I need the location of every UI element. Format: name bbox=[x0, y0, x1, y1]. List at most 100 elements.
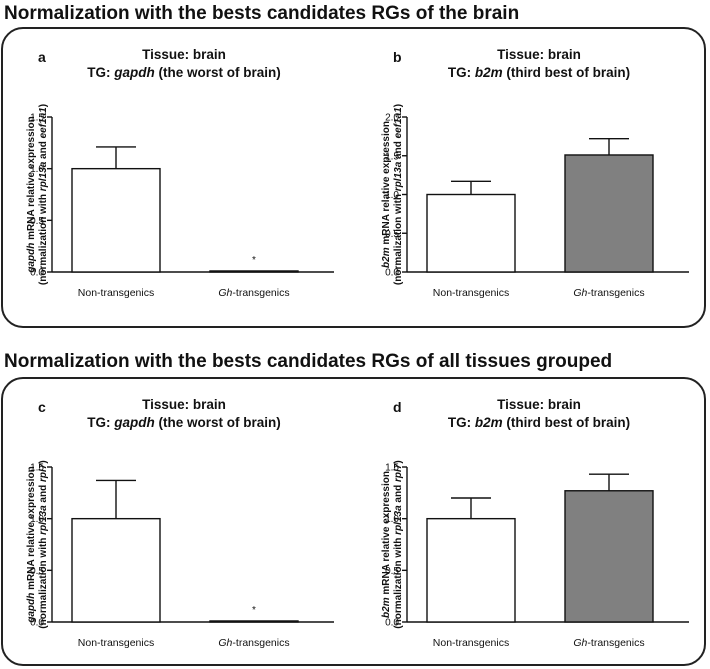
y-tick-label: 0.0 bbox=[30, 618, 44, 629]
y-tick-label: 1.5 bbox=[385, 463, 399, 474]
y-axis-label: gapdh mRNA relative expression bbox=[26, 116, 37, 273]
section-box-all-tissues-rgs bbox=[1, 377, 706, 666]
y-tick-label: 0.0 bbox=[385, 268, 399, 279]
text-run: TG: bbox=[87, 415, 114, 430]
text-run: Non-transgenics bbox=[78, 287, 154, 299]
x-category-label: Gh-transgenics bbox=[573, 637, 644, 649]
text-run: (normalization with bbox=[38, 191, 49, 285]
text-run: rpl13a bbox=[393, 505, 404, 535]
chart-title-tissue: Tissue: brain bbox=[142, 397, 226, 412]
text-run: -transgenics bbox=[232, 637, 289, 649]
x-category-label: Gh-transgenics bbox=[218, 287, 289, 299]
text-run: TG: bbox=[87, 65, 114, 80]
text-run: ) bbox=[38, 104, 49, 107]
text-run: and bbox=[38, 482, 49, 505]
text-run: ) bbox=[38, 460, 49, 463]
text-run: ) bbox=[393, 104, 404, 107]
x-category-label: Gh-transgenics bbox=[218, 637, 289, 649]
chart-title-tissue: Tissue: brain bbox=[142, 47, 226, 62]
text-run: Gh bbox=[218, 637, 232, 649]
text-run: mRNA relative expression bbox=[26, 466, 37, 592]
panel-letter: b bbox=[393, 49, 402, 65]
text-run: gapdh bbox=[26, 593, 37, 624]
bar-gh-transgenics bbox=[564, 490, 654, 623]
text-run: rpl7 bbox=[38, 463, 49, 482]
text-run: TG: bbox=[448, 415, 475, 430]
text-run: (normalization with bbox=[38, 535, 49, 629]
chart-title-target-gene: TG: b2m (third best of brain) bbox=[448, 415, 630, 430]
y-tick-label: 1.5 bbox=[385, 151, 399, 162]
text-run: gapdh bbox=[26, 243, 37, 274]
x-category-label: Non-transgenics bbox=[78, 287, 154, 299]
y-tick-label: 0.0 bbox=[30, 268, 44, 279]
text-run: rpl13a bbox=[393, 161, 404, 191]
x-category-label: Gh-transgenics bbox=[573, 287, 644, 299]
y-tick-label: 0.0 bbox=[385, 618, 399, 629]
y-tick-label: 1.5 bbox=[30, 463, 44, 474]
text-run: b2m bbox=[475, 415, 503, 430]
text-run: Gh bbox=[573, 287, 587, 299]
text-run: mRNA relative expression bbox=[26, 116, 37, 242]
y-tick-label: 0.5 bbox=[385, 229, 399, 240]
text-run: -transgenics bbox=[587, 637, 644, 649]
bar-gh-transgenics bbox=[564, 154, 654, 273]
y-tick-label: 1.0 bbox=[30, 164, 44, 175]
section-box-brain-rgs bbox=[1, 27, 706, 328]
text-run: eef1a1 bbox=[393, 107, 404, 139]
text-run: mRNA relative expression bbox=[381, 471, 392, 597]
text-run: eef1a1 bbox=[38, 107, 49, 139]
bar-gh-transgenics bbox=[209, 620, 299, 623]
text-run: ) bbox=[393, 460, 404, 463]
chart-panel-b: b Tissue: brain TG: b2m (third best of bra… bbox=[381, 47, 689, 299]
text-run: b2m bbox=[381, 597, 392, 618]
text-run: rpl13a bbox=[38, 161, 49, 191]
bar-non-transgenics bbox=[426, 193, 516, 273]
chart-title-tissue: Tissue: brain bbox=[497, 47, 581, 62]
y-axis-label: b2m mRNA relative expression bbox=[381, 121, 392, 268]
text-run: b2m bbox=[475, 65, 503, 80]
y-tick-label: 0.5 bbox=[385, 566, 399, 577]
chart-panel-a: a Tissue: brain TG: gapdh (the worst of br… bbox=[26, 47, 334, 299]
bar-gh-transgenics bbox=[209, 270, 299, 273]
text-run: (third best of brain) bbox=[503, 415, 631, 430]
y-tick-label: 2.0 bbox=[385, 113, 399, 124]
y-axis-label-normalization: (normalization with rpl13a and rpl7) bbox=[38, 460, 49, 628]
text-run: -transgenics bbox=[587, 287, 644, 299]
text-run: rpl13a bbox=[38, 505, 49, 535]
panel-letter: a bbox=[38, 49, 46, 65]
text-run: and bbox=[393, 482, 404, 505]
text-run: TG: bbox=[448, 65, 475, 80]
panel-letter: c bbox=[38, 399, 46, 415]
significance-marker: * bbox=[252, 255, 256, 266]
chart-title-target-gene: TG: b2m (third best of brain) bbox=[448, 65, 630, 80]
y-axis-label: gapdh mRNA relative expression bbox=[26, 466, 37, 623]
text-run: Gh bbox=[218, 287, 232, 299]
x-category-label: Non-transgenics bbox=[433, 287, 509, 299]
chart-title-tissue: Tissue: brain bbox=[497, 397, 581, 412]
text-run: and bbox=[38, 138, 49, 161]
section-title-brain-rgs: Normalization with the bests candidates … bbox=[4, 3, 520, 24]
text-run: Non-transgenics bbox=[78, 637, 154, 649]
text-run: Non-transgenics bbox=[433, 287, 509, 299]
chart-title-target-gene: TG: gapdh (the worst of brain) bbox=[87, 415, 281, 430]
bar-non-transgenics bbox=[71, 517, 161, 623]
y-axis-label-normalization: (normalization with rpl13a and rpl7) bbox=[393, 460, 404, 628]
x-category-label: Non-transgenics bbox=[78, 637, 154, 649]
bar-non-transgenics bbox=[426, 517, 516, 623]
text-run: (normalization with bbox=[393, 535, 404, 629]
y-tick-label: 0.5 bbox=[30, 216, 44, 227]
x-category-label: Non-transgenics bbox=[433, 637, 509, 649]
chart-title-target-gene: TG: gapdh (the worst of brain) bbox=[87, 65, 281, 80]
panel-letter: d bbox=[393, 399, 402, 415]
text-run: b2m bbox=[381, 247, 392, 268]
chart-panel-c: c Tissue: brain TG: gapdh (the worst of br… bbox=[26, 397, 334, 649]
y-axis-label-normalization: (normalization with rpl13a and eef1a1) bbox=[393, 104, 404, 285]
y-tick-label: 1.5 bbox=[30, 113, 44, 124]
section-title-all-tissues-rgs: Normalization with the bests candidates … bbox=[4, 351, 613, 372]
text-run: rpl7 bbox=[393, 463, 404, 482]
significance-marker: * bbox=[252, 605, 256, 616]
y-tick-label: 1.0 bbox=[385, 190, 399, 201]
y-tick-label: 0.5 bbox=[30, 566, 44, 577]
text-run: (normalization with bbox=[393, 191, 404, 285]
chart-panel-d: d Tissue: brain TG: b2m (third best of bra… bbox=[381, 397, 689, 649]
